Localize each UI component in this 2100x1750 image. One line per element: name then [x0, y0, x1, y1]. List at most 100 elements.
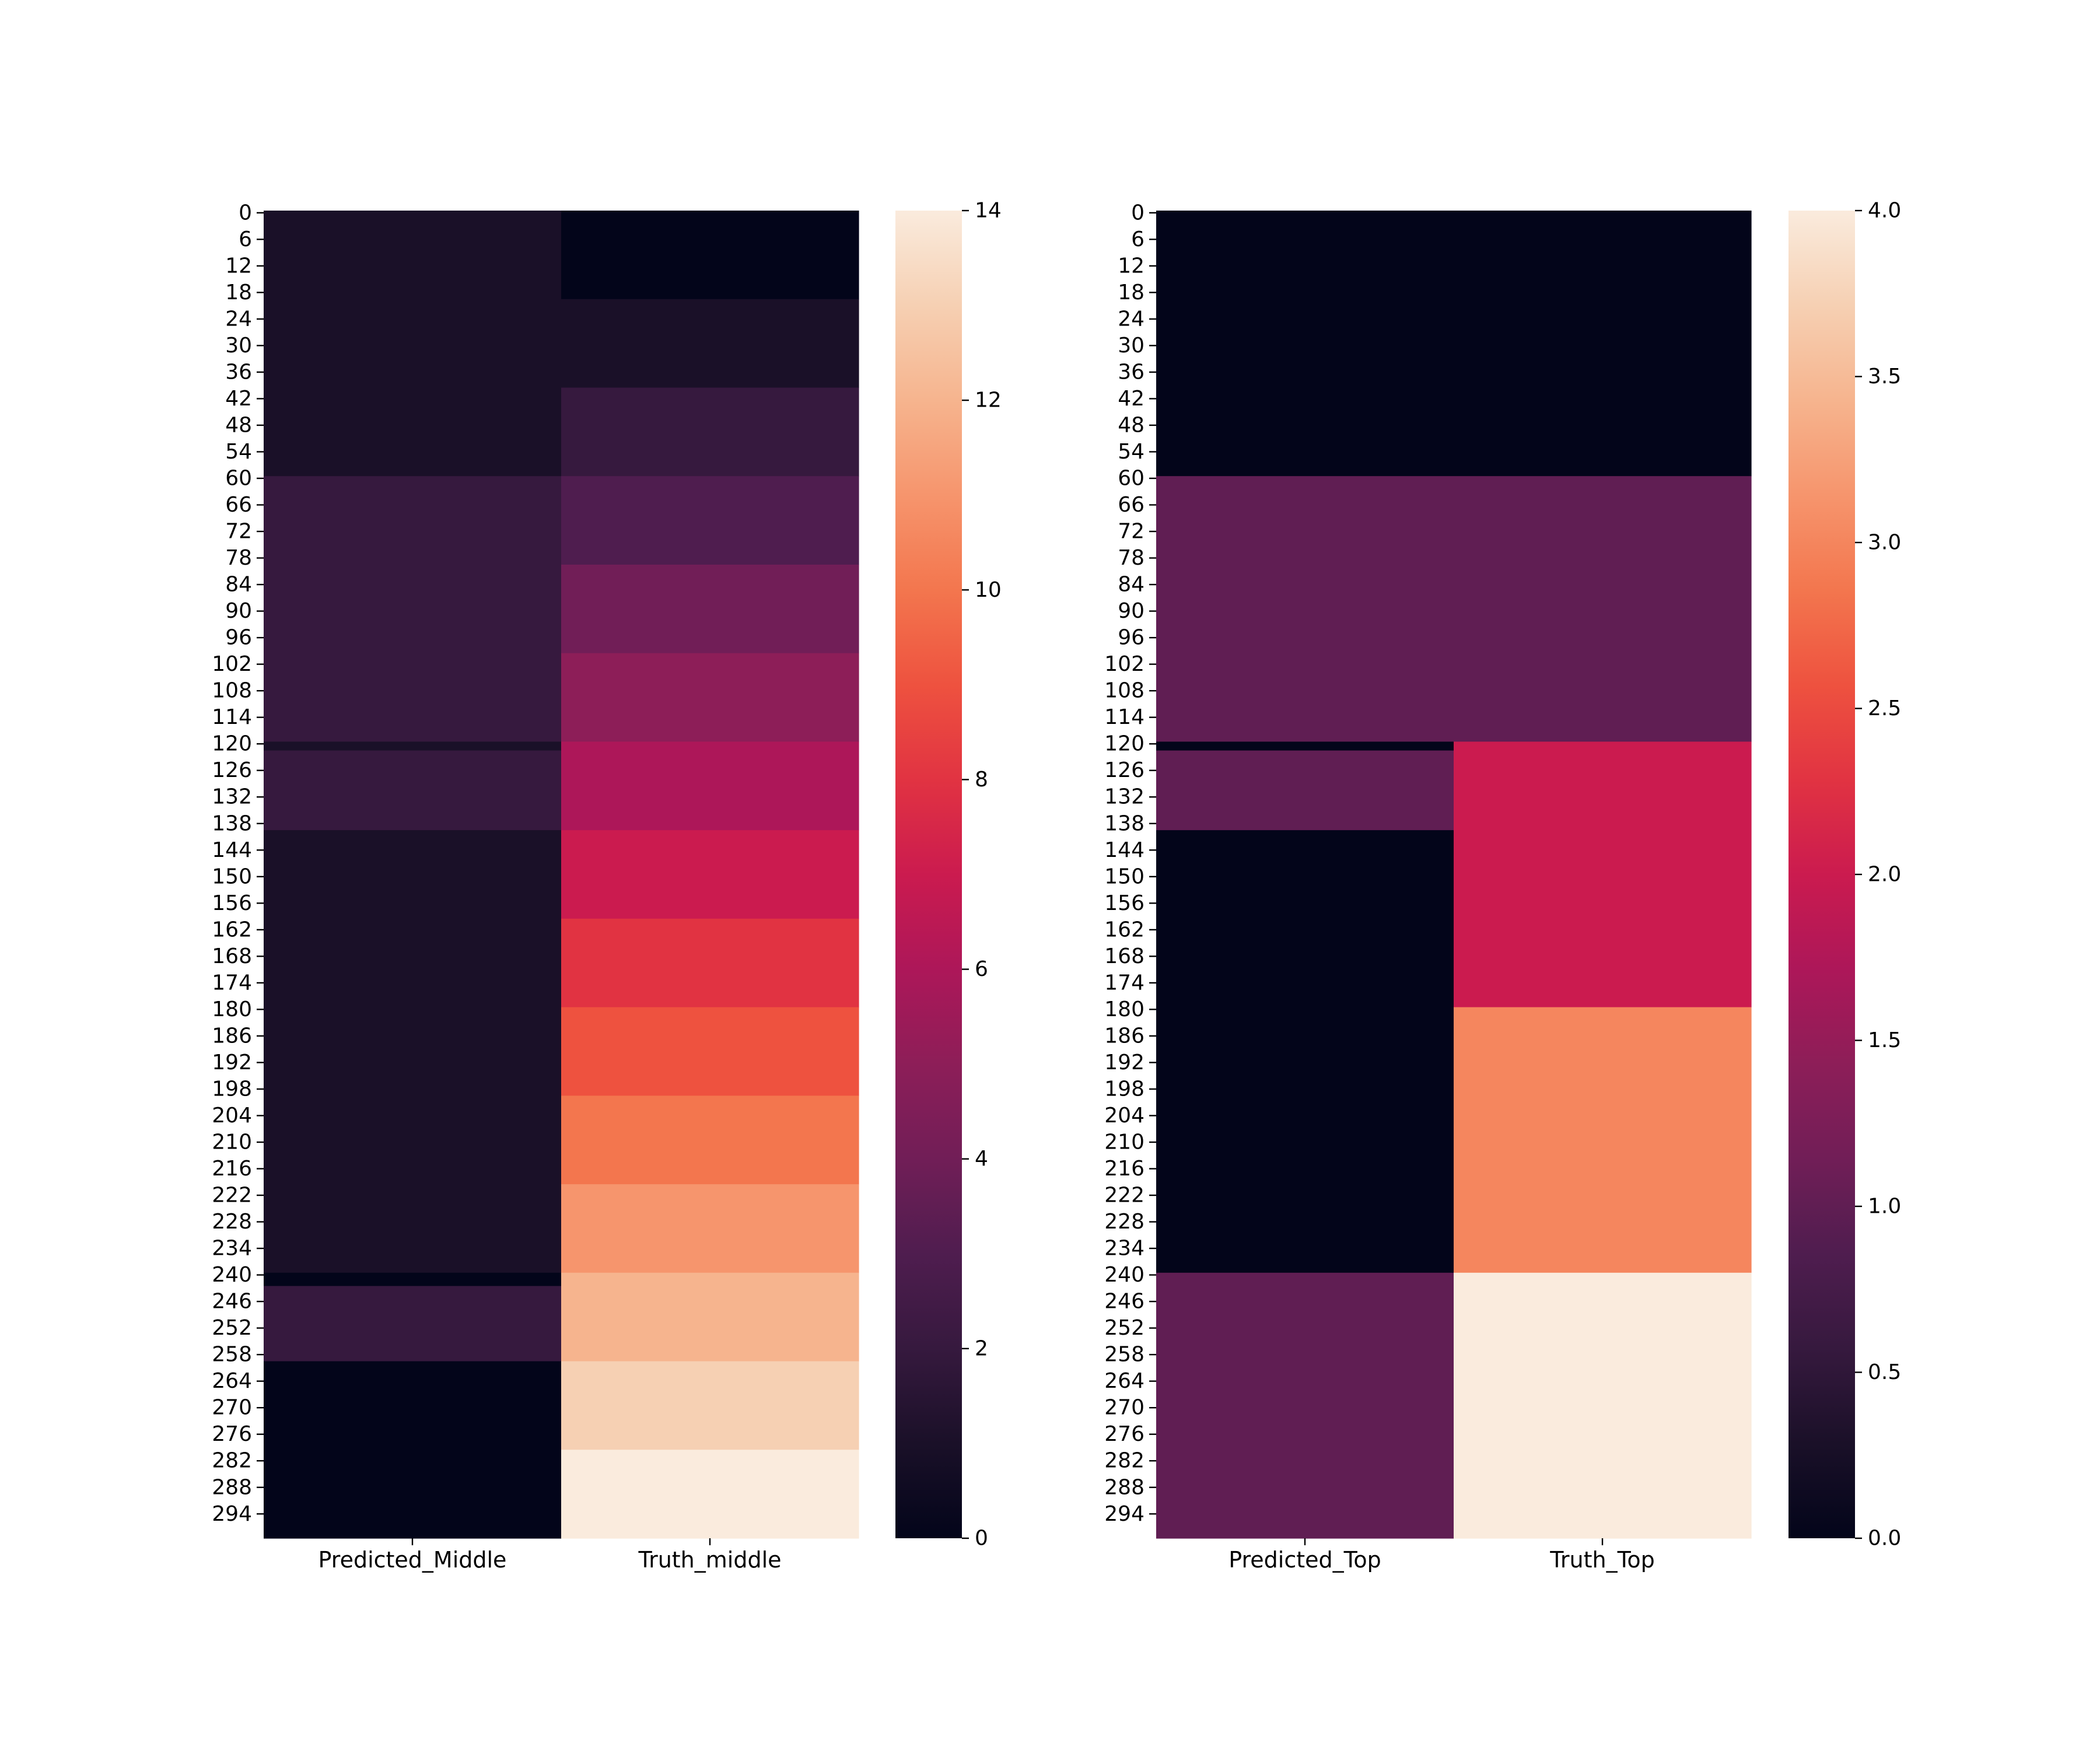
row-tick-label: 48	[225, 413, 252, 437]
row-tick-label: 156	[212, 891, 252, 915]
heatmap-cell	[561, 387, 859, 477]
heatmap-cell	[1454, 1007, 1752, 1273]
heatmap-cell	[264, 741, 562, 751]
row-tick-label: 90	[1118, 599, 1144, 623]
heatmap-cell	[264, 211, 562, 477]
row-tick-label: 180	[212, 998, 252, 1021]
colorbar-tick-label: 0.5	[1868, 1360, 1901, 1384]
row-tick-label: 150	[1104, 864, 1144, 888]
row-tick-label: 234	[212, 1237, 252, 1261]
row-tick-label: 102	[1104, 652, 1144, 676]
heatmap-cell	[561, 1361, 859, 1450]
row-tick-label: 204	[1104, 1104, 1144, 1128]
heatmap-cell	[1454, 476, 1752, 742]
row-tick-label: 114	[212, 705, 252, 729]
row-tick-label: 270	[1104, 1396, 1144, 1420]
row-tick-label: 174	[1104, 971, 1144, 995]
row-tick-label: 204	[212, 1104, 252, 1128]
row-tick-label: 156	[1104, 891, 1144, 915]
row-tick-label: 0	[1131, 201, 1144, 225]
row-tick-label: 198	[1104, 1077, 1144, 1101]
row-tick-label: 108	[1104, 679, 1144, 703]
row-tick-label: 48	[1118, 413, 1144, 437]
row-tick-label: 294	[212, 1502, 252, 1526]
row-tick-label: 78	[1118, 546, 1144, 570]
row-tick-label: 168	[212, 944, 252, 968]
row-tick-label: 102	[212, 652, 252, 676]
row-tick-label: 120	[1104, 732, 1144, 756]
row-tick-label: 192	[1104, 1051, 1144, 1074]
heatmap-cell	[561, 1450, 859, 1539]
row-tick-label: 126	[1104, 758, 1144, 782]
row-tick-label: 78	[225, 546, 252, 570]
heatmap-cell	[561, 476, 859, 565]
row-tick-label: 216	[1104, 1157, 1144, 1181]
row-tick-label: 36	[1118, 360, 1144, 384]
row-tick-label: 60	[225, 466, 252, 490]
row-tick-label: 30	[225, 334, 252, 358]
colorbar-tick-label: 3.5	[1868, 365, 1901, 388]
row-tick-label: 192	[212, 1051, 252, 1074]
colorbar-tick-label: 4.0	[1868, 199, 1901, 223]
row-tick-label: 234	[1104, 1237, 1144, 1261]
heatmap-cell	[1156, 1272, 1454, 1539]
heatmap-cell	[264, 476, 562, 742]
heatmap-cell	[1156, 211, 1454, 477]
row-tick-label: 240	[1104, 1263, 1144, 1287]
colorbar-tick-label: 6	[975, 957, 988, 981]
row-tick-label: 252	[1104, 1316, 1144, 1340]
colorbar	[895, 211, 962, 1538]
row-tick-label: 84	[1118, 573, 1144, 597]
row-tick-label: 228	[212, 1210, 252, 1234]
heatmap-cell	[561, 1184, 859, 1273]
colorbar-tick-label: 2	[975, 1336, 988, 1360]
row-tick-label: 174	[212, 971, 252, 995]
row-tick-label: 30	[1118, 334, 1144, 358]
row-tick-label: 18	[1118, 281, 1144, 304]
row-tick-label: 6	[1131, 228, 1144, 251]
row-tick-label: 246	[212, 1290, 252, 1314]
row-tick-label: 168	[1104, 944, 1144, 968]
heatmap-cell	[561, 1007, 859, 1096]
row-tick-label: 258	[1104, 1343, 1144, 1367]
column-label: Predicted_Top	[1228, 1547, 1381, 1573]
row-tick-label: 222	[212, 1184, 252, 1208]
row-tick-label: 252	[212, 1316, 252, 1340]
row-tick-label: 138	[1104, 811, 1144, 835]
row-tick-label: 216	[212, 1157, 252, 1181]
row-tick-label: 18	[225, 281, 252, 304]
row-tick-label: 132	[212, 785, 252, 809]
heatmap-cell	[561, 564, 859, 654]
row-tick-label: 96	[225, 626, 252, 650]
row-tick-label: 264	[212, 1369, 252, 1393]
colorbar-tick-label: 12	[975, 388, 1002, 412]
row-tick-label: 114	[1104, 705, 1144, 729]
row-tick-label: 72	[1118, 520, 1144, 544]
row-tick-label: 84	[225, 573, 252, 597]
heatmap-cell	[561, 211, 859, 300]
heatmap-cell	[1156, 830, 1454, 1273]
heatmap-cell	[1454, 1272, 1752, 1539]
row-tick-label: 12	[225, 254, 252, 278]
row-tick-label: 162	[1104, 918, 1144, 942]
heatmap-cell	[561, 1272, 859, 1362]
column-label: Predicted_Middle	[318, 1547, 507, 1573]
row-tick-label: 276	[212, 1422, 252, 1446]
heatmap-cell	[561, 299, 859, 388]
row-tick-label: 126	[212, 758, 252, 782]
heatmap-cell	[561, 918, 859, 1008]
colorbar-tick-label: 0	[975, 1527, 988, 1550]
colorbar-tick-label: 8	[975, 768, 988, 792]
heatmap-cell	[1156, 476, 1454, 742]
heatmap-cell	[264, 750, 562, 831]
colorbar-tick-label: 1.5	[1868, 1028, 1901, 1052]
row-tick-label: 150	[212, 864, 252, 888]
row-tick-label: 108	[212, 679, 252, 703]
row-tick-label: 24	[1118, 307, 1144, 331]
row-tick-label: 54	[225, 440, 252, 464]
row-tick-label: 54	[1118, 440, 1144, 464]
colorbar-tick-label: 10	[975, 578, 1002, 602]
row-tick-label: 258	[212, 1343, 252, 1367]
heatmap-cell	[1454, 211, 1752, 477]
row-tick-label: 198	[212, 1077, 252, 1101]
